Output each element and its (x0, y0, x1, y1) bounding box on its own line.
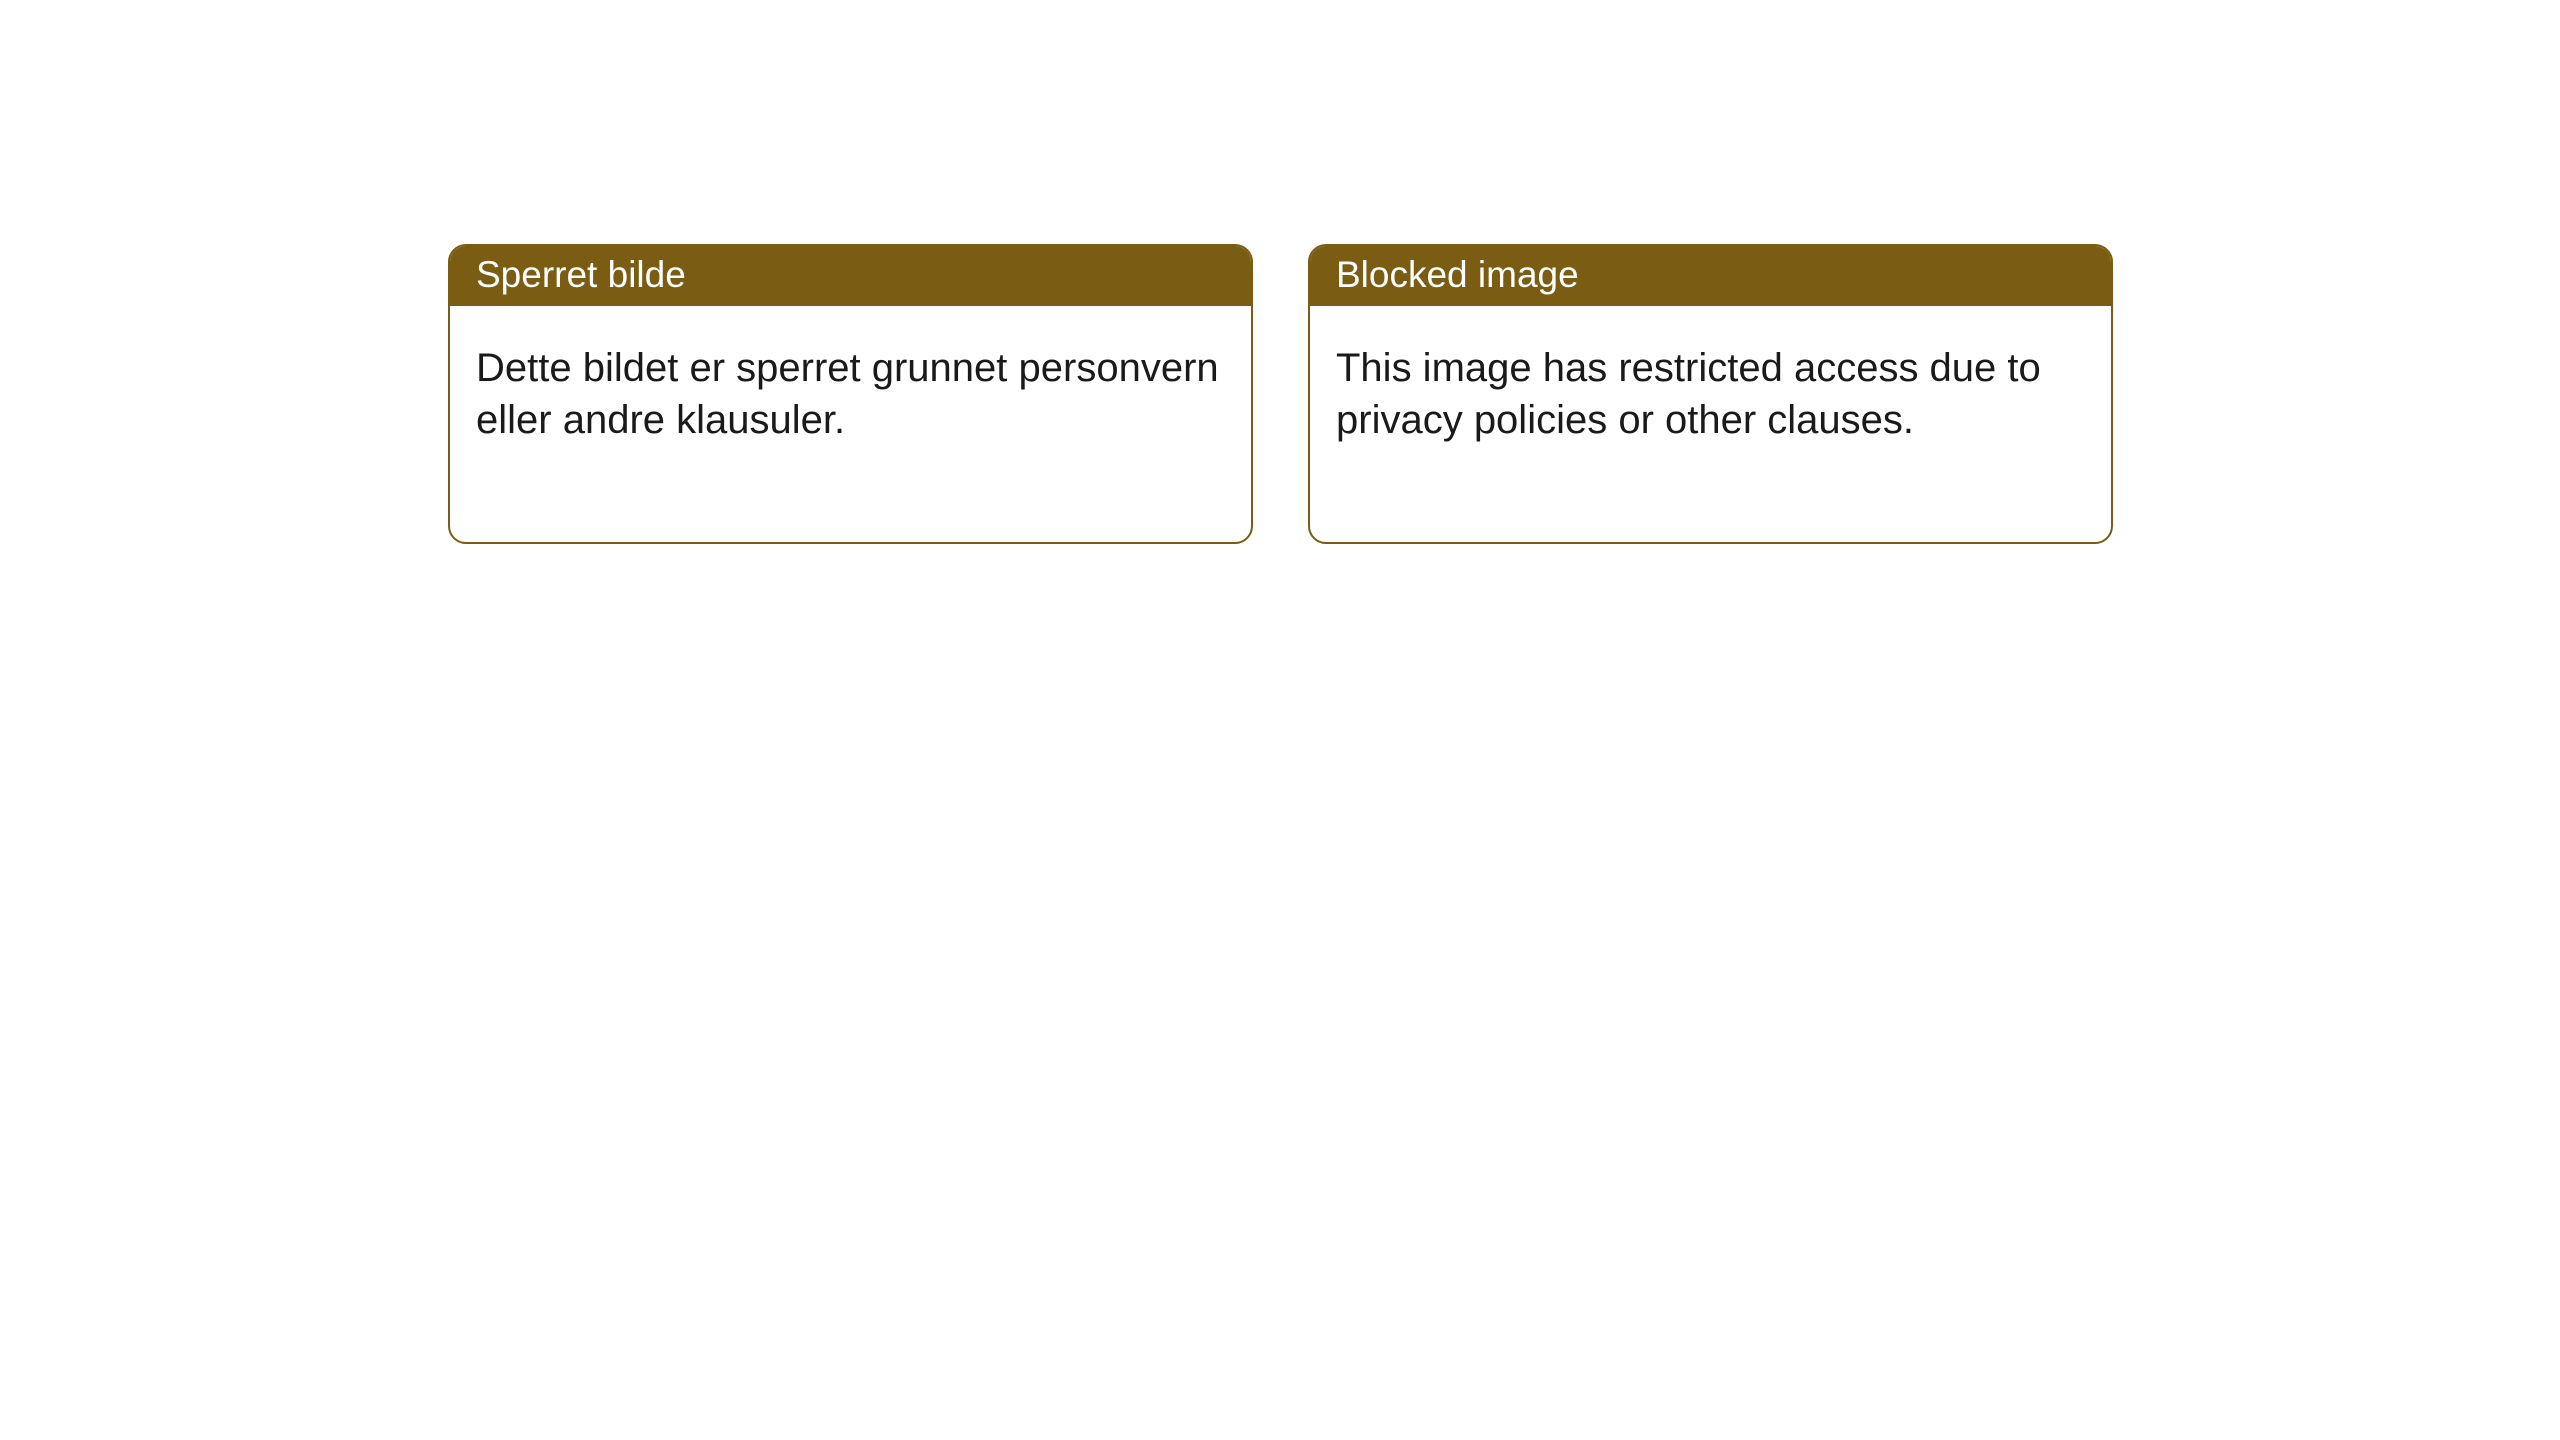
notice-container: Sperret bilde Dette bildet er sperret gr… (0, 0, 2560, 544)
notice-body: This image has restricted access due to … (1310, 306, 2111, 542)
notice-header: Blocked image (1310, 246, 2111, 306)
notice-body: Dette bildet er sperret grunnet personve… (450, 306, 1251, 542)
notice-box-norwegian: Sperret bilde Dette bildet er sperret gr… (448, 244, 1253, 544)
notice-header: Sperret bilde (450, 246, 1251, 306)
notice-box-english: Blocked image This image has restricted … (1308, 244, 2113, 544)
